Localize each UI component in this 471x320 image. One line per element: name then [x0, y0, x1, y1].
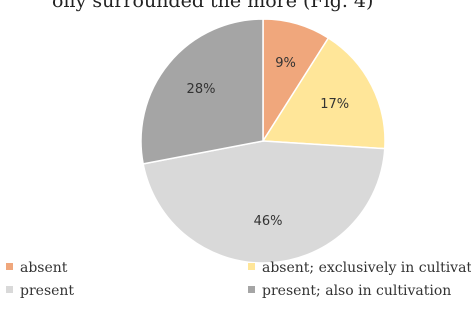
legend-swatch [6, 263, 13, 270]
slice-value-label: 9% [275, 56, 296, 71]
slice-value-label: 46% [254, 214, 283, 229]
legend-swatch [6, 286, 13, 293]
slice-value-label: 17% [320, 97, 349, 112]
pie-slice-present-also-in-cultivation [140, 18, 264, 165]
cropped-caption-text: olly surrounded the more (Fig. 4) [52, 0, 374, 12]
slice-value-label: 28% [187, 82, 216, 97]
legend-swatch [248, 263, 255, 270]
pie-slices [140, 18, 386, 264]
legend-label: present; also in cultivation [262, 283, 451, 299]
legend-label: absent [20, 260, 68, 276]
legend-label: absent; exclusively in cultivation [262, 260, 471, 276]
legend-item: absent [6, 260, 68, 276]
legend-swatch [248, 286, 255, 293]
legend-item: present [6, 283, 74, 299]
chart-legend: absent absent; exclusively in cultivation… [6, 260, 471, 299]
legend-item: absent; exclusively in cultivation [248, 260, 471, 276]
legend-item: present; also in cultivation [248, 283, 451, 299]
pie-slice-labels: 9% 17% 46% 28% [187, 56, 350, 229]
pie-slice-present [142, 140, 386, 264]
legend-label: present [20, 283, 74, 299]
pie-slice-absent-exclusively-in-cultivation [261, 36, 386, 150]
